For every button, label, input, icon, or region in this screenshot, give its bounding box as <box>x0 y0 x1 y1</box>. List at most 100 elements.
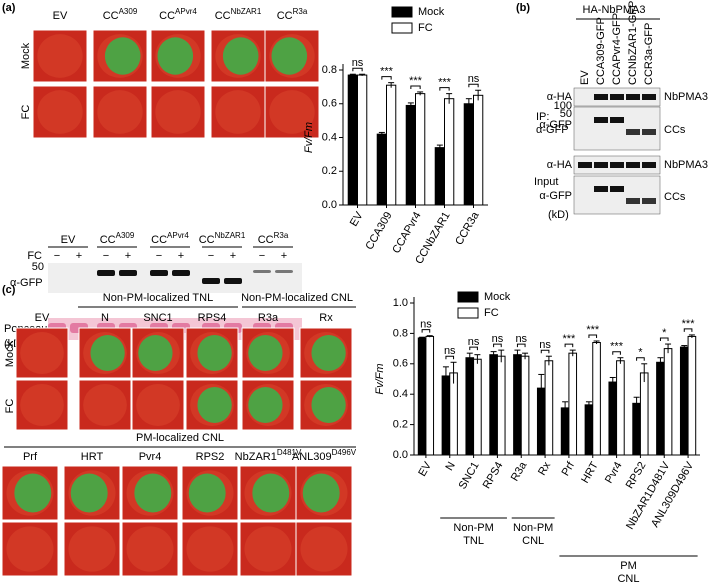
band <box>626 129 640 135</box>
bar <box>425 335 435 456</box>
label: EV <box>61 234 76 246</box>
label: Prf <box>23 451 38 463</box>
label-text: CC <box>277 10 293 22</box>
leaf-vein <box>300 526 348 572</box>
significance: ns <box>515 333 527 345</box>
y-tick-label: 0.4 <box>322 131 337 143</box>
group-label: CNL <box>617 573 639 585</box>
unit: (kD) <box>548 209 569 221</box>
group-label: PM <box>620 560 637 572</box>
blot <box>48 263 302 293</box>
blot-title: HA-NbPMA3 <box>583 4 646 16</box>
column-label: N <box>101 312 109 324</box>
significance-bracket <box>381 76 392 80</box>
band <box>642 162 656 168</box>
y-axis-label: Fv/Fm <box>374 363 386 394</box>
bar <box>357 74 368 206</box>
legend-swatch <box>391 6 413 18</box>
group-header: PM-localized CNL <box>136 432 224 444</box>
significance-bracket <box>636 357 645 361</box>
leaf-vein <box>126 526 174 572</box>
group-label: Non-PM <box>453 522 493 534</box>
leaf-spot <box>248 387 283 423</box>
leaf-vein <box>20 332 64 374</box>
label: CCAPvr4 <box>151 231 189 246</box>
band <box>253 270 271 273</box>
label-text: CC <box>100 234 116 246</box>
bar <box>568 352 578 456</box>
bar <box>520 355 530 456</box>
leaf-spot <box>197 335 232 371</box>
band <box>224 278 242 284</box>
leaf-vein <box>269 90 315 134</box>
sign: + <box>281 250 287 262</box>
label: Pvr4 <box>139 451 162 463</box>
sign: + <box>230 250 236 262</box>
x-tick-label: R3a <box>509 459 530 483</box>
leaf-spot <box>197 387 232 423</box>
significance: *** <box>380 66 394 78</box>
label-suffix: 309 <box>121 231 135 240</box>
significance: ns <box>444 345 456 357</box>
significance: ns <box>352 57 364 69</box>
panel-label: (a) <box>2 2 16 14</box>
leaf-spot <box>134 473 172 513</box>
label-sup: A <box>116 231 122 240</box>
group-label: TNL <box>463 535 484 547</box>
significance-bracket <box>493 343 502 348</box>
label-suffix: Pvr4 <box>172 231 189 240</box>
bar <box>663 348 673 456</box>
leaf-vein <box>20 384 64 426</box>
significance-bracket <box>683 328 693 332</box>
sign: − <box>259 250 265 262</box>
x-tick-label: RPS4 <box>481 460 506 491</box>
panel-label: (b) <box>516 2 530 14</box>
y-tick-label: 0.0 <box>322 199 337 211</box>
leaf-vein <box>244 526 292 572</box>
sign: + <box>76 250 82 262</box>
bar <box>405 104 417 206</box>
label-text: CC <box>151 234 167 246</box>
label-text: EV <box>53 10 68 22</box>
column-label: RPS4 <box>198 312 227 324</box>
significance-bracket <box>564 343 574 348</box>
legend-label: Mock <box>418 6 445 18</box>
marker: 50 <box>32 261 44 273</box>
bar <box>386 84 397 206</box>
leaf-spot <box>248 335 283 371</box>
label: CCNbZAR1 <box>215 7 262 22</box>
significance-bracket <box>468 83 479 88</box>
column-label: EV <box>35 312 50 324</box>
band <box>626 162 640 168</box>
band <box>119 270 137 276</box>
sign: + <box>125 250 131 262</box>
x-tick-label: CCR3a <box>453 209 482 247</box>
significance: *** <box>682 318 696 330</box>
label-text: CC <box>215 10 231 22</box>
sign: − <box>208 250 214 262</box>
target: CCs <box>664 191 686 203</box>
bar <box>434 147 446 206</box>
leaf-vein <box>136 384 180 426</box>
label-sup: A <box>167 231 173 240</box>
band <box>594 94 608 100</box>
band <box>97 270 115 276</box>
input-label: Input <box>534 176 558 188</box>
group-label: CNL <box>522 535 544 547</box>
target: NbPMA3 <box>664 159 708 171</box>
label: CCNbZAR1 <box>199 231 246 246</box>
label: CCR3a <box>277 7 308 22</box>
bar <box>489 354 498 456</box>
leaf-spot <box>138 335 173 371</box>
band <box>610 186 624 192</box>
bar <box>656 361 665 456</box>
bar <box>415 93 426 206</box>
label: CCA309 <box>103 7 138 22</box>
band <box>610 117 624 123</box>
band <box>150 270 168 276</box>
label-text: NbZAR1 <box>235 451 277 463</box>
x-tick-label: CCA309 <box>363 210 394 252</box>
y-tick-label: 1.0 <box>393 297 408 309</box>
ip-antibody: α-GFP <box>536 124 569 136</box>
